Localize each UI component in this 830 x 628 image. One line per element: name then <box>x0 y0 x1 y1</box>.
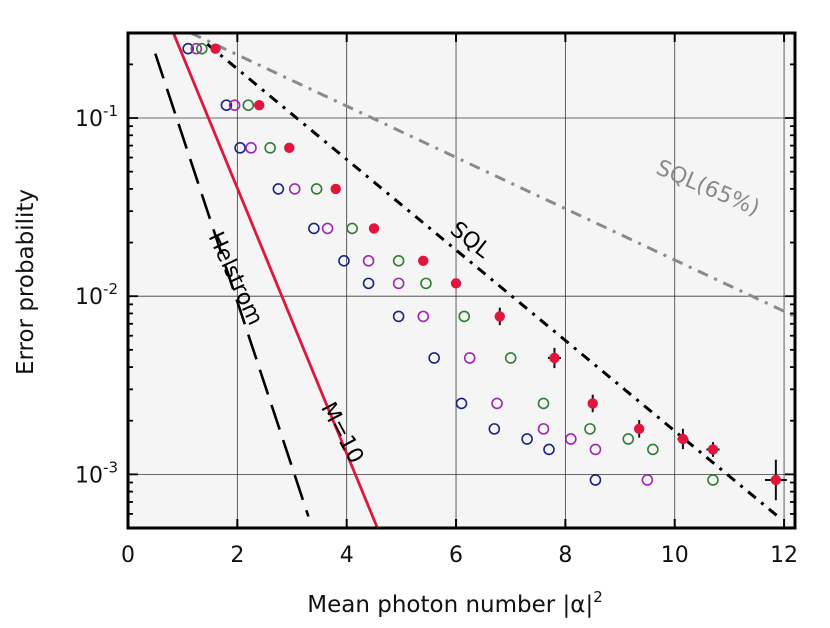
data-point-open-green <box>537 397 550 410</box>
data-point-filled-red <box>494 311 505 322</box>
data-point-open-blue <box>362 277 375 290</box>
data-point-open-blue <box>272 183 285 195</box>
data-point-open-green <box>264 142 276 154</box>
data-point-open-blue <box>589 474 602 486</box>
data-point-open-green <box>196 42 208 55</box>
data-point-filled-red <box>770 474 782 486</box>
data-point-open-magenta <box>565 433 577 445</box>
data-point-filled-red <box>368 223 380 234</box>
data-point-open-magenta <box>190 42 203 55</box>
data-point-open-magenta <box>589 443 602 456</box>
data-point-filled-red <box>707 444 719 455</box>
data-point-open-magenta <box>392 277 405 290</box>
x-tick-label: 4 <box>340 543 354 568</box>
data-point-open-green <box>707 474 719 486</box>
data-point-filled-red <box>587 398 598 409</box>
data-point-open-blue <box>488 423 501 435</box>
x-tick-label: 10 <box>661 543 689 568</box>
data-point-open-magenta <box>362 254 375 267</box>
data-point-open-green <box>310 183 323 195</box>
data-point-open-blue <box>338 254 350 267</box>
plot-frame <box>126 31 797 530</box>
y-tick-label-base: 10 <box>75 463 103 488</box>
data-point-filled-red <box>284 142 295 154</box>
data-point-open-magenta <box>537 423 550 435</box>
x-tick-label: 12 <box>770 543 798 568</box>
data-point-open-green <box>420 277 432 290</box>
data-point-open-magenta <box>228 99 241 112</box>
y-axis: 10-110-210-3 <box>75 63 795 529</box>
data-point-open-blue <box>308 222 320 235</box>
data-point-open-green <box>242 99 255 112</box>
data-point-open-blue <box>392 310 405 323</box>
curve-helstrom <box>154 53 310 517</box>
x-tick-label: 8 <box>558 543 572 568</box>
data-point-open-green <box>346 222 358 235</box>
x-tick-label: 0 <box>121 543 135 568</box>
data-point-open-blue <box>234 142 246 154</box>
data-point-open-magenta <box>288 183 301 195</box>
data-point-open-magenta <box>245 142 257 154</box>
data-point-open-magenta <box>321 222 334 235</box>
data-point-filled-red <box>450 278 462 289</box>
data-point-open-green <box>458 310 471 323</box>
y-tick-label-base: 10 <box>75 285 103 310</box>
data-point-open-green <box>622 433 635 445</box>
data-point-open-green <box>392 254 405 267</box>
x-tick-label: 2 <box>230 543 244 568</box>
y-tick-label: 10-2 <box>75 280 118 310</box>
data-point-open-green <box>647 443 659 456</box>
y-tick-label-exp: -3 <box>103 458 118 476</box>
data-point-open-magenta <box>491 397 503 410</box>
x-axis: 0 2 4 6 8 10 12 <box>121 33 798 568</box>
data-point-open-magenta <box>641 474 654 486</box>
grid <box>127 33 795 528</box>
data-point-open-magenta <box>417 310 430 323</box>
y-tick-label-exp: -1 <box>103 102 118 120</box>
y-tick-label: 10-1 <box>75 102 118 132</box>
y-axis-label: Error probability <box>13 189 39 375</box>
x-axis-label-text: Mean photon number |α| <box>307 592 593 618</box>
data-point-open-blue <box>428 352 440 364</box>
data-point-open-blue <box>455 397 468 410</box>
data-point-filled-red <box>633 423 645 435</box>
x-tick-label: 6 <box>449 543 463 568</box>
data-point-open-green <box>504 352 517 364</box>
data-point-open-green <box>584 423 596 435</box>
data-point-filled-red <box>549 352 560 364</box>
data-point-open-blue <box>543 443 555 456</box>
data-point-filled-red <box>677 433 689 445</box>
data-points <box>182 42 787 501</box>
y-tick-label-base: 10 <box>75 107 103 132</box>
data-point-filled-red <box>210 43 221 54</box>
data-point-open-blue <box>182 42 194 55</box>
data-point-open-blue <box>521 433 533 445</box>
data-point-filled-red <box>254 100 265 111</box>
plot-border <box>126 31 797 530</box>
y-tick-label-exp: -2 <box>103 280 118 298</box>
curve-m-10 <box>172 33 379 528</box>
y-tick-label: 10-3 <box>75 458 118 488</box>
data-point-filled-red <box>418 255 429 266</box>
data-point-open-magenta <box>463 352 476 364</box>
x-axis-label-sup: 2 <box>593 588 603 606</box>
data-point-open-blue <box>220 99 233 112</box>
curves <box>154 33 795 528</box>
x-axis-label: Mean photon number |α|2 <box>307 588 603 618</box>
data-point-filled-red <box>330 183 341 195</box>
